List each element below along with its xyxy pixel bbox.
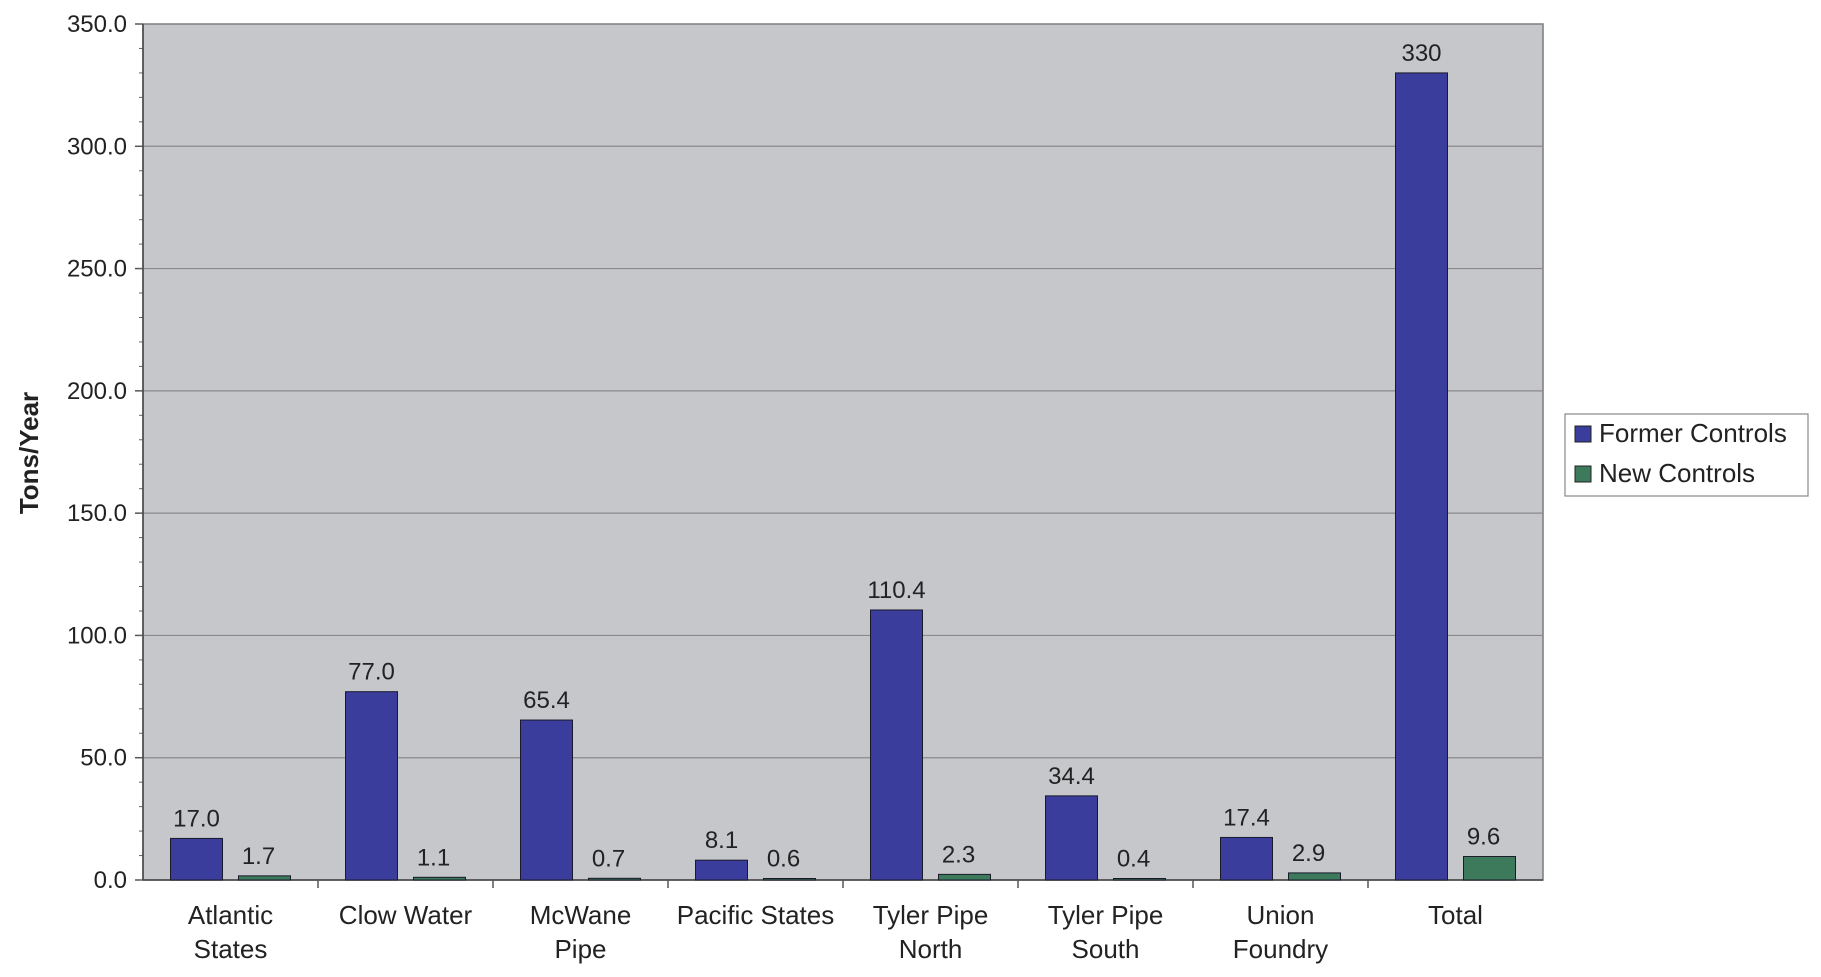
data-label: 0.4 <box>1117 846 1150 873</box>
data-label: 110.4 <box>867 577 925 604</box>
bar-new-controls <box>1288 872 1341 881</box>
x-category-label-line: Atlantic <box>188 900 273 930</box>
bar-new-controls <box>1113 878 1166 881</box>
x-category-label: Pacific States <box>677 900 835 930</box>
x-category-label-line: McWane <box>530 900 632 930</box>
bar-new-controls <box>763 878 816 881</box>
bar-new-controls <box>1463 856 1516 881</box>
data-label: 8.1 <box>705 827 738 854</box>
bar-former-controls <box>1045 795 1098 881</box>
data-label: 0.7 <box>592 845 625 872</box>
y-tick-label: 100.0 <box>67 622 127 649</box>
bar-former-controls <box>520 719 573 881</box>
y-tick-label: 200.0 <box>67 378 127 405</box>
data-label: 34.4 <box>1048 763 1095 790</box>
x-category-label-line: North <box>899 934 963 964</box>
legend-swatch-new <box>1574 465 1592 483</box>
data-label: 17.0 <box>173 805 220 832</box>
bar-former-controls <box>345 691 398 881</box>
legend-box <box>1564 413 1809 497</box>
x-category-label-line: Foundry <box>1233 934 1328 964</box>
legend: Former Controls New Controls <box>1564 413 1809 497</box>
y-axis-title: Tons/Year <box>14 392 44 514</box>
legend-label-new: New Controls <box>1599 458 1755 488</box>
x-category-label-line: South <box>1072 934 1140 964</box>
y-tick-label: 350.0 <box>67 11 127 38</box>
y-tick-label: 50.0 <box>80 745 127 772</box>
x-category-label: McWane Pipe <box>530 900 632 964</box>
data-label: 330 <box>1401 40 1441 67</box>
legend-swatch-former <box>1574 425 1592 443</box>
x-category-label: Union Foundry <box>1233 900 1328 964</box>
legend-label-former: Former Controls <box>1599 418 1787 448</box>
x-category-label: Tyler Pipe South <box>1048 900 1164 964</box>
y-tick-label: 250.0 <box>67 256 127 283</box>
x-category-label-line: Total <box>1428 900 1483 930</box>
data-label: 0.6 <box>767 846 800 873</box>
data-label: 2.3 <box>942 841 975 868</box>
x-category-label-line: Tyler Pipe <box>873 900 989 930</box>
data-label: 1.1 <box>417 844 450 871</box>
bar-new-controls <box>238 875 291 881</box>
data-label: 77.0 <box>348 659 395 686</box>
x-category-label-line: Tyler Pipe <box>1048 900 1164 930</box>
y-tick-label: 300.0 <box>67 133 127 160</box>
data-label: 1.7 <box>242 843 275 870</box>
data-label: 2.9 <box>1292 840 1325 867</box>
bar-former-controls <box>1220 836 1273 881</box>
bar-new-controls <box>938 873 991 881</box>
x-category-label: Tyler Pipe North <box>873 900 989 964</box>
bar-former-controls <box>170 837 223 881</box>
bar-new-controls <box>413 876 466 881</box>
bar-former-controls <box>1395 72 1448 881</box>
y-tick-label: 150.0 <box>67 500 127 527</box>
bar-former-controls <box>870 609 923 881</box>
data-label: 17.4 <box>1223 804 1270 831</box>
bar-new-controls <box>588 877 641 881</box>
bar-former-controls <box>695 859 748 881</box>
x-category-label-line: Union <box>1247 900 1315 930</box>
data-label: 9.6 <box>1467 824 1500 851</box>
y-tick-label: 0.0 <box>94 867 127 894</box>
x-category-label-line: Pipe <box>554 934 606 964</box>
x-category-label-line: Clow Water <box>339 900 473 930</box>
x-category-label-line: Pacific States <box>677 900 835 930</box>
x-category-label-line: States <box>194 934 268 964</box>
x-category-label: Atlantic States <box>188 900 273 964</box>
x-category-label: Total <box>1428 900 1483 930</box>
data-label: 65.4 <box>523 687 570 714</box>
x-category-label: Clow Water <box>339 900 473 930</box>
